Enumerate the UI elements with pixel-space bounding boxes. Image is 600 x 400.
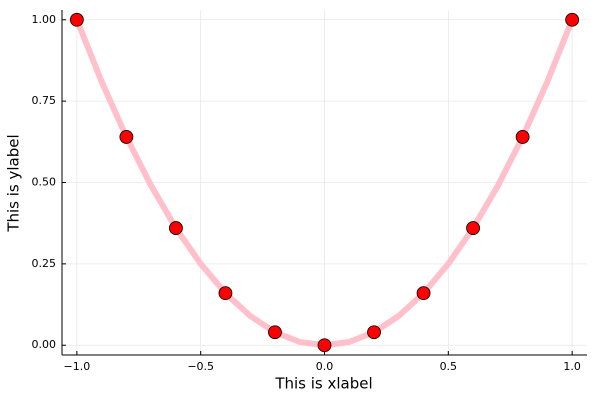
point [218, 286, 233, 301]
y-tick-label: 0.75 [32, 94, 57, 107]
y-tick-label: 0.25 [32, 257, 57, 270]
point [367, 325, 381, 340]
point [515, 130, 530, 144]
y-axis-label: This is ylabel [5, 134, 23, 232]
x-tick-label: −0.5 [187, 360, 214, 373]
y-tick-label: 0.50 [32, 176, 57, 189]
y-tick-label: 0.00 [32, 338, 57, 351]
x-axis-label: This is xlabel [274, 375, 372, 393]
x-tick-label: 1.0 [563, 360, 581, 373]
point [268, 325, 282, 340]
x-tick-label: −1.0 [63, 360, 90, 373]
point [466, 221, 480, 235]
point [416, 286, 431, 301]
y-tick-label: 1.00 [32, 13, 57, 26]
point [119, 130, 134, 144]
point [565, 12, 580, 27]
point [317, 338, 332, 353]
x-tick-label: 0.5 [440, 360, 458, 373]
point [169, 221, 183, 235]
x-tick-label: 0.0 [316, 360, 334, 373]
point [69, 12, 84, 27]
